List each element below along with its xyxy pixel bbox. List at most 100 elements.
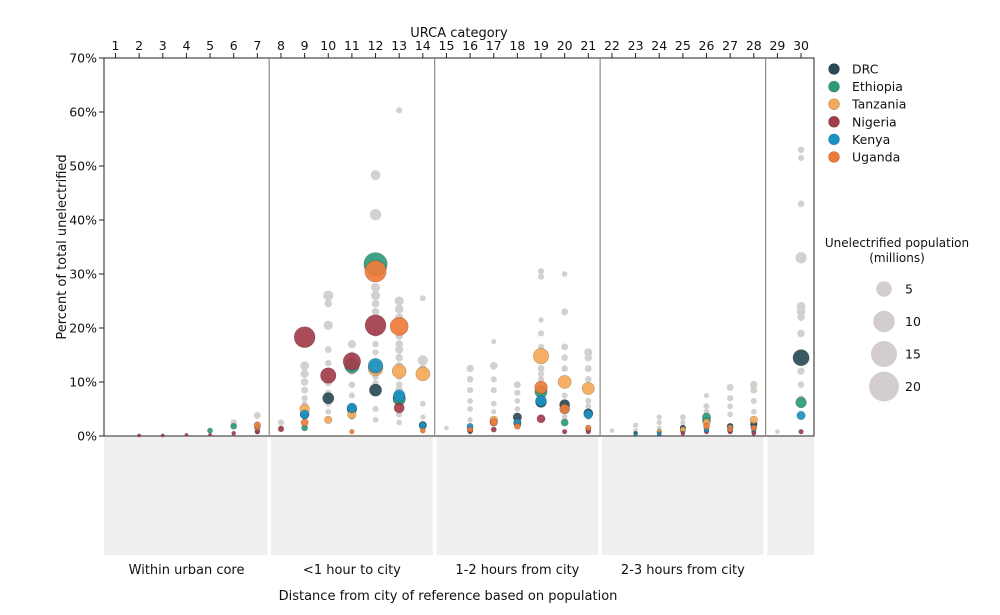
bubble-other-countries — [467, 387, 474, 394]
bubble-uganda — [489, 418, 498, 427]
bubble-nigeria — [160, 433, 165, 438]
bubble-other-countries — [726, 383, 734, 391]
y-tick-label: 50% — [69, 159, 97, 174]
bubble-other-countries — [561, 343, 569, 351]
bubble-kenya — [796, 410, 806, 421]
size-legend-label: 10 — [905, 314, 921, 329]
bubble-ethiopia — [207, 427, 213, 434]
bubble-other-countries — [467, 417, 473, 423]
x-tick-label: 21 — [580, 38, 596, 53]
legend-label-ethiopia: Ethiopia — [852, 79, 903, 94]
bubble-nigeria — [342, 352, 361, 371]
bubble-other-countries — [372, 340, 379, 348]
bubble-other-countries — [561, 414, 568, 420]
bubble-other-countries — [680, 419, 686, 426]
legend-label-tanzania: Tanzania — [851, 97, 906, 112]
bubble-other-countries — [679, 414, 686, 420]
bubble-nigeria — [231, 430, 237, 436]
bubble-other-countries — [797, 200, 805, 208]
bubble-nigeria — [254, 429, 260, 435]
bubble-other-countries — [325, 408, 332, 415]
bubble-other-countries — [537, 330, 545, 337]
x-tick-label: 11 — [344, 38, 360, 53]
bubble-nigeria — [393, 402, 405, 414]
bubble-other-countries — [490, 376, 497, 383]
bubble-uganda — [419, 427, 426, 434]
bubble-other-countries — [561, 354, 568, 361]
bubble-uganda — [253, 421, 261, 429]
bubble-nigeria — [680, 430, 686, 436]
bubble-kenya — [535, 395, 547, 407]
bubble-nigeria — [751, 430, 757, 436]
size-legend-title-line2: (millions) — [869, 251, 925, 265]
bubble-other-countries — [277, 419, 285, 426]
bubble-other-countries — [301, 386, 309, 394]
bubble-other-countries — [419, 400, 426, 407]
bubble-nigeria — [364, 314, 387, 337]
bubble-other-countries — [750, 408, 757, 415]
bubble-other-countries — [324, 346, 332, 354]
x-tick-label: 24 — [651, 38, 667, 53]
size-legend-bubble — [869, 371, 899, 402]
y-tick-label: 0% — [77, 429, 97, 444]
bubble-other-countries — [749, 380, 758, 389]
y-tick-label: 20% — [69, 321, 97, 336]
size-legend-bubble — [876, 281, 892, 297]
bubble-other-countries — [372, 405, 379, 413]
bubble-tanzania — [749, 415, 758, 424]
bubble-other-countries — [514, 389, 521, 396]
bubble-other-countries — [395, 345, 404, 354]
bubble-other-countries — [796, 307, 806, 317]
bubble-other-countries — [797, 367, 805, 375]
size-legend-label: 5 — [905, 282, 913, 297]
bubble-other-countries — [514, 398, 521, 404]
bubble-other-countries — [371, 308, 380, 316]
x-tick-label: 27 — [722, 38, 738, 53]
group-labels: Within urban core <1 hour to city 1-2 hour… — [129, 563, 745, 578]
bubble-other-countries — [513, 381, 521, 389]
x-tick-label: 17 — [486, 38, 502, 53]
bubble-other-countries — [489, 362, 498, 370]
bubble-other-countries — [584, 353, 593, 362]
y-tick-label: 60% — [69, 105, 97, 120]
group-panel-2 — [271, 437, 433, 555]
bubble-tanzania — [415, 366, 431, 382]
legend: DRC Ethiopia Tanzania Nigeria Kenya Uganda — [828, 62, 906, 165]
bubble-other-countries — [561, 271, 568, 277]
bubble-tanzania — [532, 348, 550, 365]
bubble-other-countries — [491, 338, 497, 345]
bubble-other-countries — [369, 208, 382, 221]
bubble-other-countries — [371, 291, 381, 301]
bubble-other-countries — [466, 364, 474, 373]
bubble-other-countries — [491, 409, 497, 415]
y-tick-label: 40% — [69, 213, 97, 228]
bubble-other-countries — [727, 403, 734, 410]
legend-label-nigeria: Nigeria — [852, 114, 897, 129]
bubble-uganda — [364, 260, 387, 283]
bubble-other-countries — [372, 416, 379, 423]
x-tick-label: 9 — [301, 38, 309, 53]
x-tick-label: 14 — [415, 38, 431, 53]
x-axis-top: 1 2 3 4 5 6 7 8 9 10 11 12 13 14 15 16 17 18 19 20 21 22 23 24 2… — [112, 38, 809, 58]
x-tick-label: 12 — [368, 38, 384, 53]
bubble-other-countries — [396, 419, 403, 426]
bubble-kenya — [367, 358, 384, 374]
bubble-kenya — [299, 409, 310, 420]
group-label-4: 2-3 hours from city — [621, 563, 745, 578]
legend-marker-nigeria — [828, 116, 840, 128]
x-tick-label: 5 — [206, 38, 214, 53]
group-label-3: 1-2 hours from city — [455, 563, 579, 578]
bubble-ethiopia — [230, 422, 238, 430]
x-tick-label: 4 — [182, 38, 190, 53]
bubble-other-countries — [300, 369, 309, 379]
bubble-uganda — [750, 424, 757, 432]
bubble-other-countries — [750, 386, 758, 394]
x-axis-title: Distance from city of reference based on… — [279, 589, 618, 604]
bubble-other-countries — [584, 348, 593, 357]
bubble-nigeria — [536, 414, 546, 424]
bubble-nigeria — [208, 433, 212, 437]
bubble-other-countries — [609, 428, 615, 433]
bubble-uganda — [727, 426, 734, 433]
